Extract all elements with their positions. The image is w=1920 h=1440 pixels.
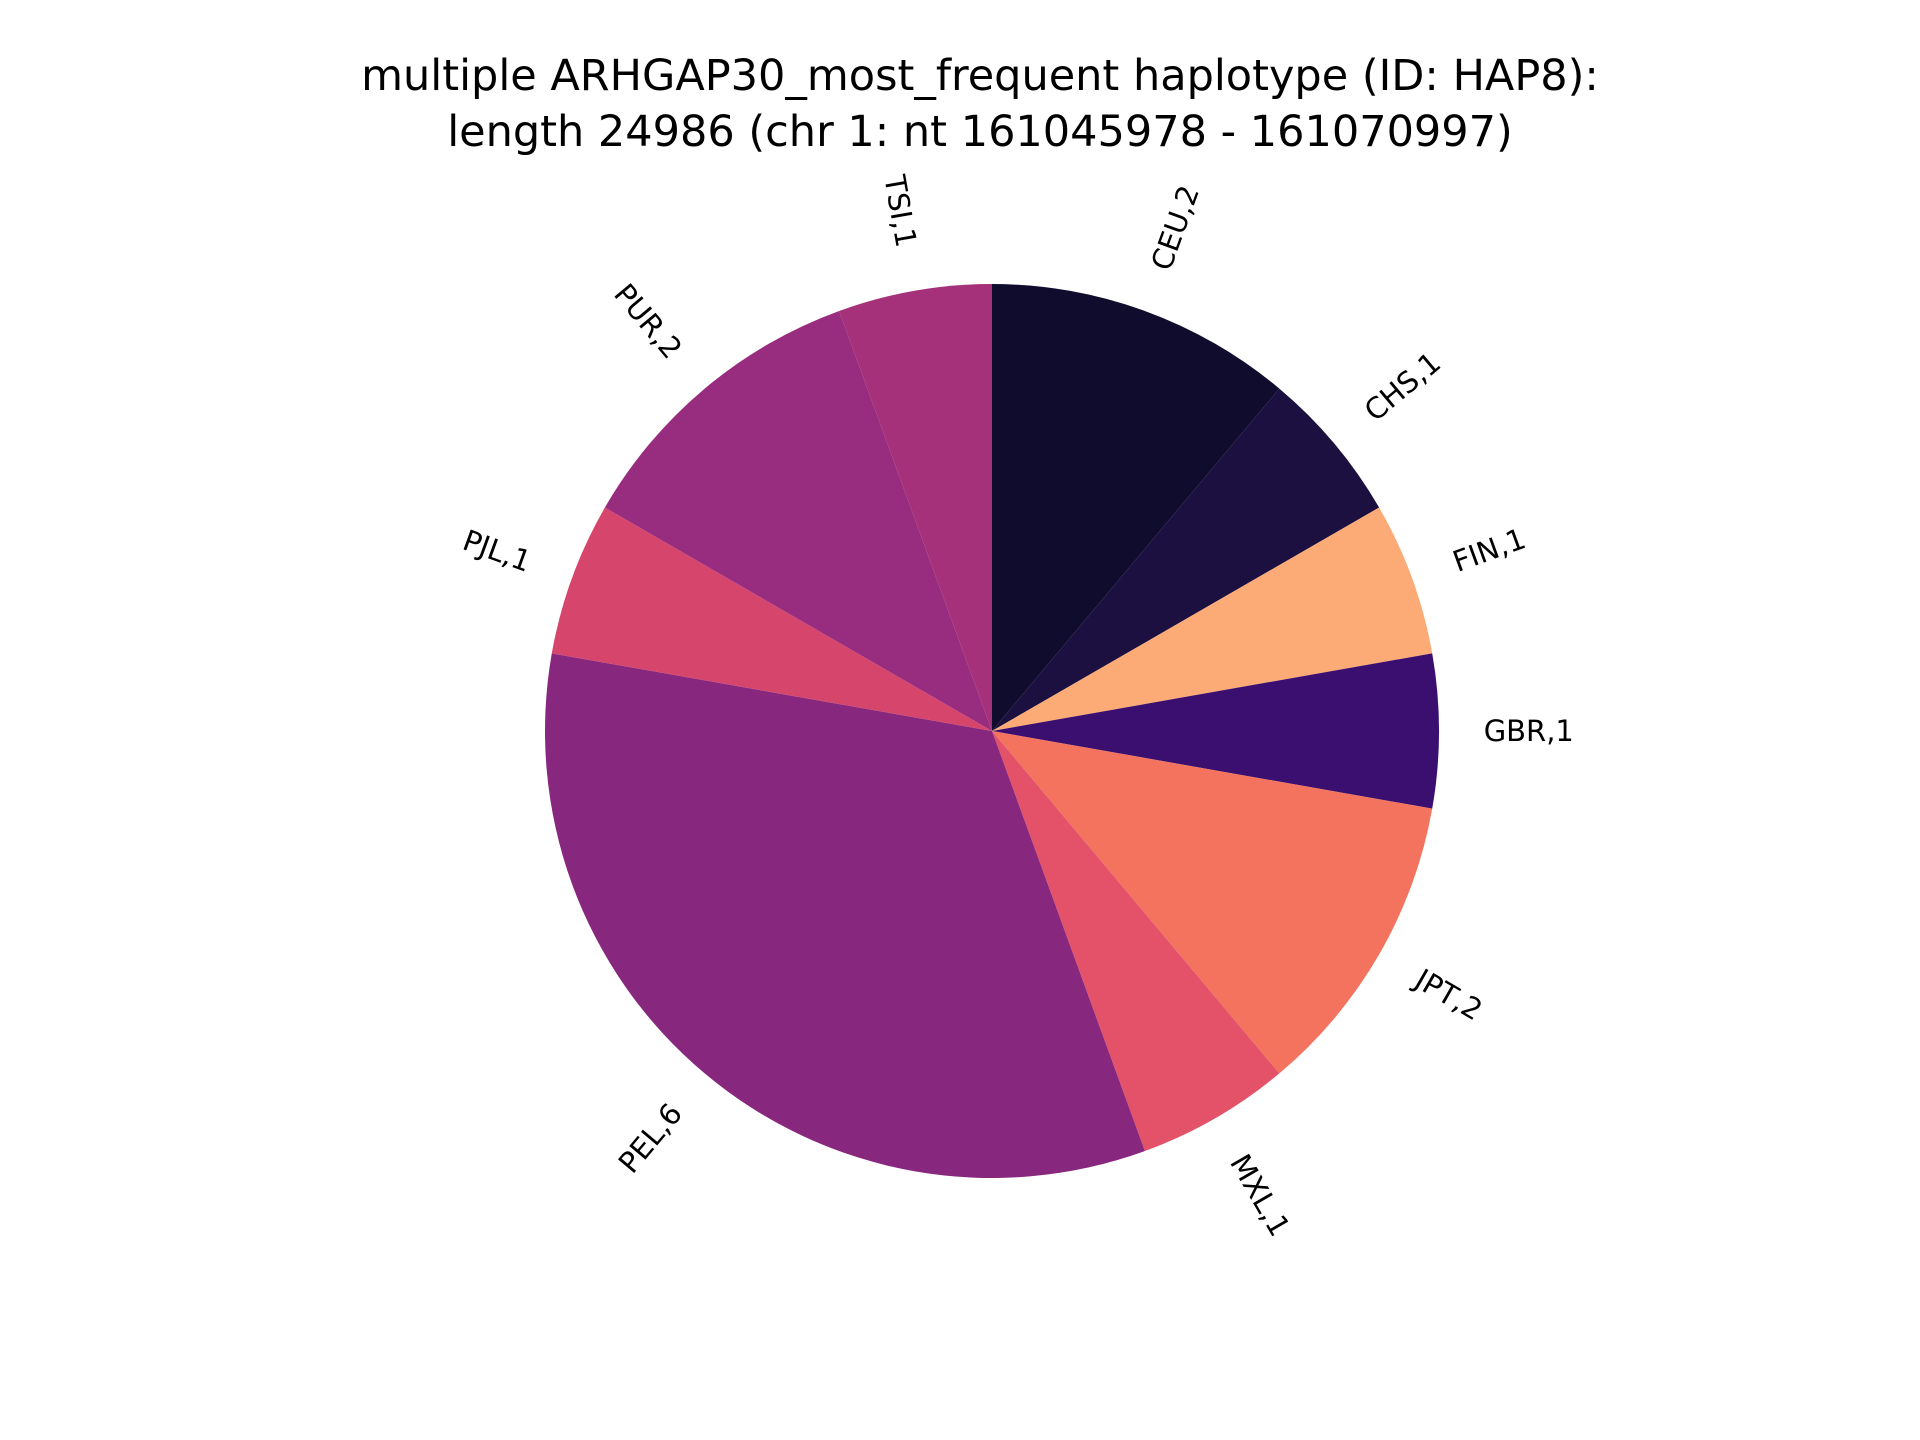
pie-label-chs: CHS,1: [1358, 345, 1447, 428]
pie-label-pur: PUR,2: [607, 277, 689, 365]
pie-label-fin: FIN,1: [1448, 521, 1530, 578]
pie-slice-pur: [604, 310, 992, 731]
pie-slice-pjl: [551, 507, 992, 731]
pie-slice-fin: [992, 507, 1433, 731]
pie-slice-chs: [992, 388, 1380, 731]
pie-slice-jpt: [992, 731, 1433, 1074]
pie-label-pel: PEL,6: [612, 1097, 689, 1180]
pie-label-pjl: PJL,1: [458, 523, 535, 579]
pie-slice-ceu: [992, 284, 1280, 731]
chart-title-line-2: length 24986 (chr 1: nt 161045978 - 1610…: [447, 107, 1513, 157]
pie-slices: [544, 284, 1440, 1178]
pie-slice-mxl: [992, 731, 1280, 1152]
pie-label-mxl: MXL,1: [1223, 1148, 1297, 1242]
chart-title-line-1: multiple ARHGAP30_most_frequent haplotyp…: [361, 51, 1599, 101]
pie-label-ceu: CEU,2: [1144, 181, 1206, 275]
pie-slice-pel: [544, 653, 1145, 1178]
pie-slice-tsi: [839, 284, 992, 731]
pie-slice-gbr: [992, 653, 1440, 809]
pie-label-gbr: GBR,1: [1484, 714, 1574, 748]
pie-label-tsi: TSI,1: [877, 172, 923, 250]
pie-label-jpt: JPT,2: [1408, 961, 1489, 1027]
